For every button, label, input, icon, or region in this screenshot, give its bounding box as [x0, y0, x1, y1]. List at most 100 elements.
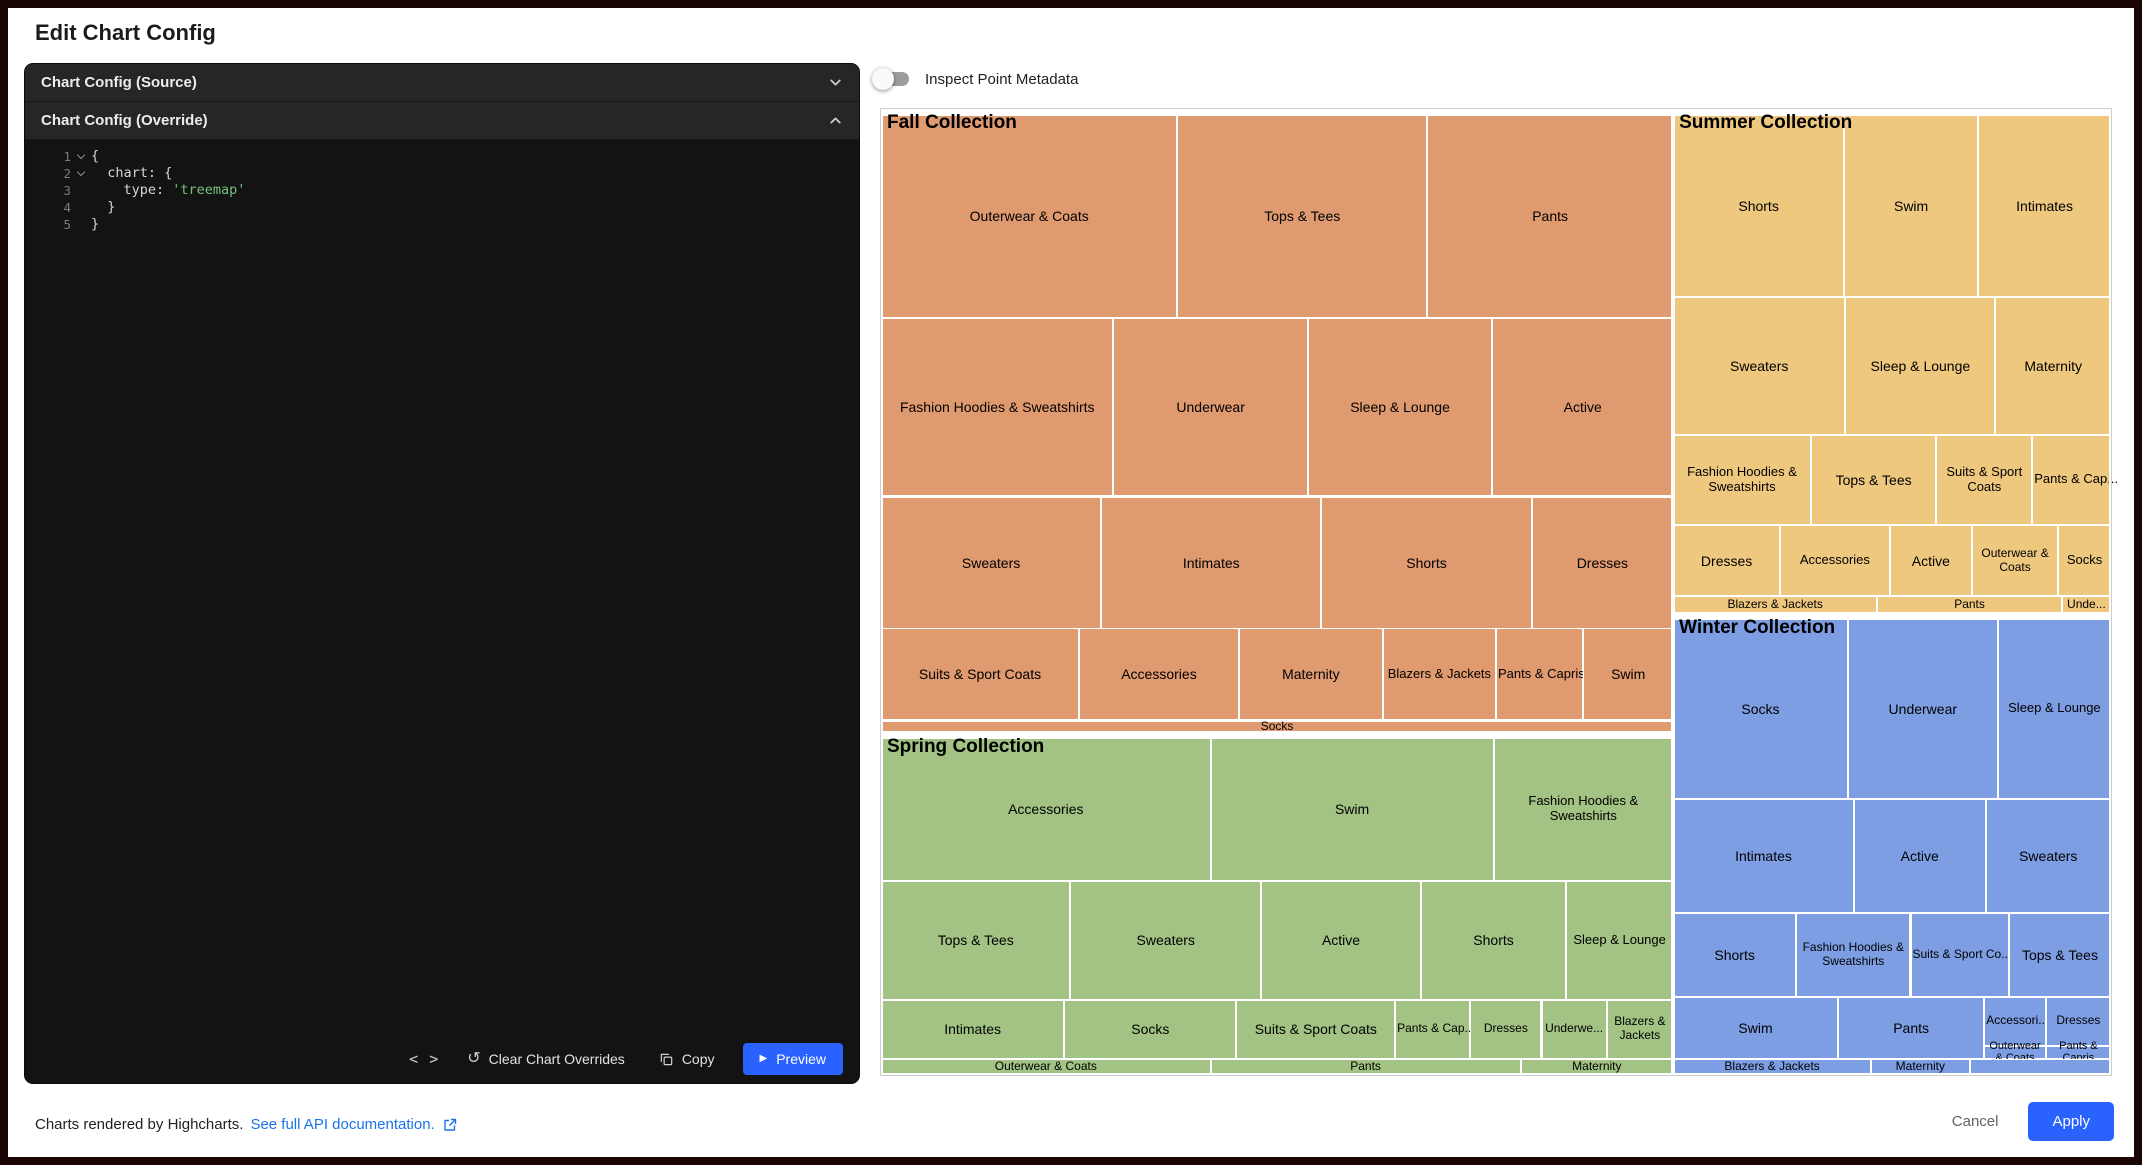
- treemap-tile[interactable]: Fashion Hoodies & Sweatshirts: [1796, 912, 1911, 997]
- line-number: 3: [63, 183, 71, 198]
- treemap-tile[interactable]: Socks: [881, 720, 1674, 733]
- treemap-tile[interactable]: Sweaters: [881, 497, 1102, 629]
- treemap-tile[interactable]: Active: [1492, 317, 1674, 497]
- treemap-tile[interactable]: Outerwear & Coats: [1972, 525, 2059, 596]
- clear-chart-overrides-button[interactable]: ↺ Clear Chart Overrides: [461, 1050, 631, 1068]
- editor-footer: < > ↺ Clear Chart Overrides Copy ▶ Previ…: [25, 1035, 859, 1083]
- code-line[interactable]: 5}: [25, 216, 859, 233]
- treemap-tile[interactable]: Outerwear & Coats: [881, 114, 1178, 318]
- treemap-tile[interactable]: Swim: [1844, 114, 1979, 298]
- treemap-tile[interactable]: Unde...: [2061, 595, 2111, 615]
- treemap-tile[interactable]: Swim: [1673, 996, 1838, 1059]
- copy-button[interactable]: Copy: [653, 1050, 721, 1068]
- treemap-tile[interactable]: Maternity: [1238, 627, 1383, 721]
- treemap-tile[interactable]: Shorts: [1321, 497, 1532, 629]
- treemap-tile[interactable]: Sweaters: [1673, 297, 1846, 435]
- code-view-icon[interactable]: < >: [409, 1050, 440, 1068]
- fold-chevron-icon[interactable]: [71, 148, 91, 165]
- cancel-button[interactable]: Cancel: [1936, 1103, 2015, 1140]
- treemap-tile[interactable]: Underwear: [1847, 619, 1998, 799]
- treemap-tile[interactable]: Socks: [1673, 619, 1848, 799]
- copy-icon: [660, 1053, 673, 1065]
- treemap-tile[interactable]: Active: [1261, 880, 1421, 1000]
- treemap-tile[interactable]: Tops & Tees: [2008, 912, 2111, 997]
- treemap-tile[interactable]: Blazers & Jackets: [1606, 999, 1674, 1059]
- apply-button[interactable]: Apply: [2028, 1102, 2114, 1141]
- treemap-tile[interactable]: Shorts: [1673, 114, 1845, 298]
- preview-button[interactable]: ▶ Preview: [742, 1043, 843, 1075]
- treemap-tile[interactable]: Tops & Tees: [1810, 434, 1937, 526]
- treemap-tile[interactable]: Blazers & Jackets: [1673, 1058, 1872, 1075]
- treemap-tile[interactable]: Sleep & Lounge: [1566, 880, 1674, 1000]
- chart-config-source-header[interactable]: Chart Config (Source): [25, 64, 859, 102]
- chart-config-override-header[interactable]: Chart Config (Override): [25, 102, 859, 140]
- code-line[interactable]: 1{: [25, 148, 859, 165]
- treemap-tile[interactable]: Accessories: [881, 737, 1211, 881]
- treemap-tile[interactable]: Tops & Tees: [1177, 114, 1428, 318]
- code-editor[interactable]: 1{2 chart: {3 type: 'treemap' 4 } 5}: [25, 140, 859, 1035]
- treemap-tile[interactable]: Fashion Hoodies & Sweatshirts: [881, 317, 1114, 497]
- code-line[interactable]: 3 type: 'treemap': [25, 182, 859, 199]
- treemap-tile[interactable]: Dresses: [1470, 999, 1542, 1059]
- treemap-tile[interactable]: Dresses: [1673, 525, 1781, 596]
- treemap-tile[interactable]: Fashion Hoodies & Sweatshirts: [1493, 737, 1674, 881]
- treemap-tile[interactable]: Underwear: [1113, 317, 1308, 497]
- treemap-tile[interactable]: Pants: [1210, 1058, 1521, 1075]
- treemap-tile[interactable]: Pants & Capris: [2045, 1040, 2111, 1064]
- treemap-tile[interactable]: Dresses: [2045, 996, 2111, 1047]
- treemap-tile[interactable]: Maternity: [1995, 297, 2111, 435]
- treemap-tile[interactable]: Fashion Hoodies & Sweatshirts: [1673, 434, 1811, 526]
- treemap-tile[interactable]: Intimates: [881, 999, 1065, 1059]
- code-line[interactable]: 4 }: [25, 199, 859, 216]
- treemap-tile[interactable]: Sleep & Lounge: [1307, 317, 1493, 497]
- inspect-point-metadata-toggle[interactable]: [872, 68, 909, 90]
- treemap-tile[interactable]: Intimates: [1978, 114, 2111, 298]
- treemap-tile[interactable]: Shorts: [1673, 912, 1797, 997]
- treemap-tile[interactable]: Maternity: [1520, 1058, 1674, 1075]
- treemap-tile[interactable]: Pants: [1427, 114, 1674, 318]
- treemap-tile[interactable]: Active: [1853, 798, 1986, 913]
- treemap-tile[interactable]: Pants: [1877, 595, 2062, 615]
- line-number: 1: [63, 149, 71, 164]
- treemap-tile[interactable]: Suits & Sport Co...: [1910, 912, 2011, 997]
- treemap-tile[interactable]: Socks: [2058, 525, 2111, 596]
- treemap-tile[interactable]: Outerwear & Coats: [1984, 1040, 2046, 1064]
- treemap-tile[interactable]: Accessories: [1780, 525, 1890, 596]
- treemap-tile[interactable]: Swim: [1583, 627, 1674, 721]
- treemap-tile[interactable]: Pants: [1837, 996, 1985, 1059]
- treemap-tile[interactable]: Intimates: [1673, 798, 1854, 913]
- treemap-tile[interactable]: Intimates: [1101, 497, 1322, 629]
- treemap-tile[interactable]: Sweaters: [1985, 798, 2111, 913]
- treemap-tile[interactable]: Underwe...: [1541, 999, 1607, 1059]
- treemap-tile[interactable]: Accessori...: [1984, 996, 2048, 1047]
- treemap-tile[interactable]: Suits & Sport Coats: [1936, 434, 2033, 526]
- treemap-tile[interactable]: Shorts: [1420, 880, 1567, 1000]
- treemap-tile[interactable]: Suits & Sport Coats: [1236, 999, 1396, 1059]
- treemap-tile[interactable]: Blazers & Jackets: [1382, 627, 1496, 721]
- treemap-tile[interactable]: Dresses: [1531, 497, 1674, 629]
- treemap-tile[interactable]: Sweaters: [1070, 880, 1262, 1000]
- page-title: Edit Chart Config: [35, 20, 216, 45]
- treemap-tile[interactable]: Suits & Sport Coats: [881, 627, 1080, 721]
- treemap-tile[interactable]: Socks: [1064, 999, 1237, 1059]
- treemap-tile[interactable]: Pants & Cap...: [2032, 434, 2118, 526]
- fold-chevron-icon[interactable]: [71, 165, 91, 182]
- treemap-tile[interactable]: Accessories: [1079, 627, 1239, 721]
- chevron-down-icon: [830, 79, 841, 86]
- play-icon: ▶: [759, 1053, 768, 1064]
- treemap-tile[interactable]: Maternity: [1871, 1058, 1970, 1075]
- code-lines: 1{2 chart: {3 type: 'treemap' 4 } 5}: [25, 148, 859, 233]
- code-line[interactable]: 2 chart: {: [25, 165, 859, 182]
- treemap-tile[interactable]: Blazers & Jackets: [1673, 595, 1878, 615]
- treemap-tile[interactable]: Swim: [1210, 737, 1494, 881]
- treemap-tile[interactable]: Pants & Cap...: [1395, 999, 1475, 1059]
- treemap-tile[interactable]: Sleep & Lounge: [1845, 297, 1996, 435]
- treemap-tile[interactable]: Active: [1889, 525, 1972, 596]
- treemap-tile[interactable]: Sleep & Lounge: [1997, 619, 2111, 799]
- treemap-tile[interactable]: Pants & Capris: [1496, 627, 1585, 721]
- external-link-icon[interactable]: [442, 1117, 458, 1133]
- treemap-tile[interactable]: Tops & Tees: [881, 880, 1071, 1000]
- treemap-tile[interactable]: [1969, 1058, 2111, 1075]
- treemap-tile[interactable]: Outerwear & Coats: [881, 1058, 1211, 1075]
- api-documentation-link[interactable]: See full API documentation.: [250, 1116, 435, 1133]
